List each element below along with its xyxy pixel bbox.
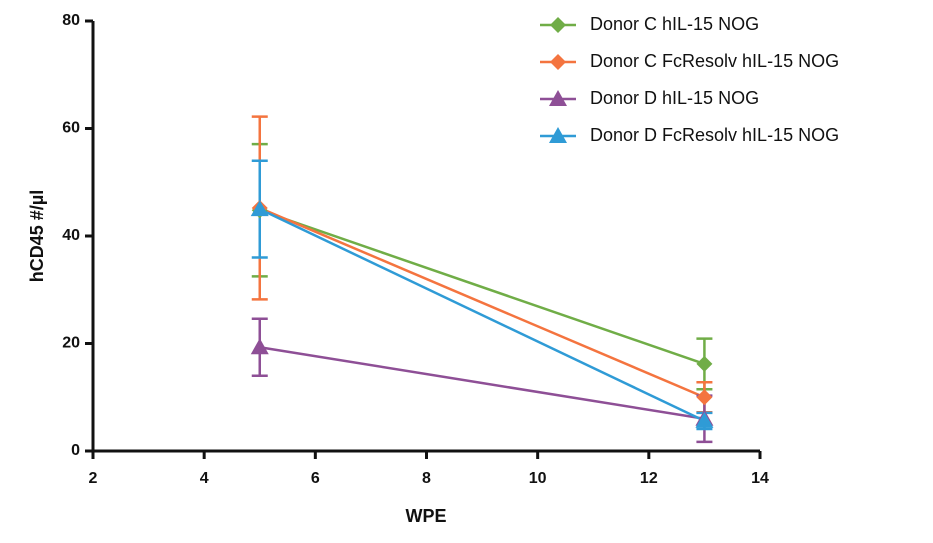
series-line xyxy=(259,346,705,420)
legend-label: Donor D FcResolv hIL-15 NOG xyxy=(590,125,839,145)
x-tick-label: 6 xyxy=(311,470,320,487)
series-line xyxy=(259,209,705,366)
x-tick-label: 4 xyxy=(200,470,209,487)
series-line xyxy=(259,207,705,423)
y-tick-label: 80 xyxy=(62,12,80,29)
y-tick-label: 20 xyxy=(62,335,80,352)
y-tick-label: 0 xyxy=(71,442,80,459)
x-tick-label: 8 xyxy=(422,470,431,487)
x-tick-label: 2 xyxy=(89,470,98,487)
point xyxy=(696,389,713,406)
legend-label: Donor D hIL-15 NOG xyxy=(590,88,759,108)
legend-label: Donor C hIL-15 NOG xyxy=(590,14,759,34)
y-axis-title: hCD45 #/µl xyxy=(27,190,47,282)
y-tick-label: 60 xyxy=(62,120,80,137)
x-tick-label: 14 xyxy=(751,470,769,487)
y-tick-label: 40 xyxy=(62,227,80,244)
point xyxy=(250,200,269,217)
point xyxy=(695,411,714,428)
point xyxy=(250,338,269,355)
legend-marker xyxy=(550,54,566,70)
x-tick-label: 10 xyxy=(529,470,547,487)
point xyxy=(696,355,713,372)
legend-marker xyxy=(550,17,566,33)
x-tick-label: 12 xyxy=(640,470,658,487)
legend-marker xyxy=(549,90,567,106)
series-line xyxy=(259,206,705,399)
x-axis-title: WPE xyxy=(405,506,446,526)
legend-marker xyxy=(549,127,567,143)
legend-label: Donor C FcResolv hIL-15 NOG xyxy=(590,51,839,71)
